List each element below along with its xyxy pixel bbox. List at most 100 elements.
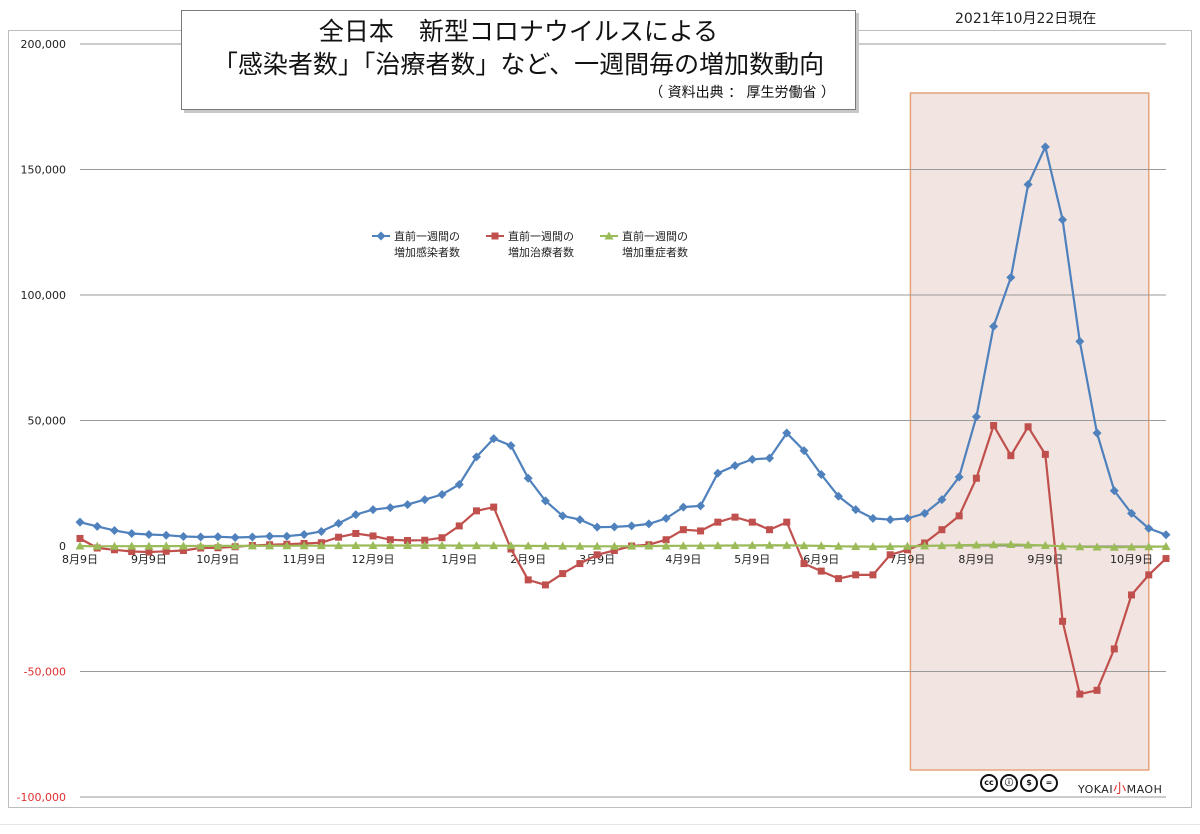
data-point: [247, 532, 257, 542]
data-point: [886, 551, 894, 559]
data-point: [282, 531, 292, 541]
data-point: [1145, 571, 1153, 579]
data-point: [455, 522, 463, 530]
data-point: [1023, 180, 1033, 190]
nc-icon: $: [1020, 774, 1038, 792]
data-point: [369, 532, 377, 540]
data-point: [316, 541, 326, 550]
data-point: [852, 571, 860, 579]
bottom-divider: [0, 824, 1200, 825]
data-point: [954, 472, 964, 482]
data-point: [954, 540, 964, 549]
series-line: [79, 543, 1167, 549]
chart-source-note: （ 資料出典 ： 厚生労働省 ）: [649, 85, 835, 101]
data-point: [885, 542, 895, 551]
data-point: [731, 513, 739, 521]
data-point: [903, 546, 911, 554]
data-point: [247, 541, 257, 550]
data-point: [1109, 486, 1119, 496]
nd-icon: =: [1040, 774, 1058, 792]
data-point: [489, 434, 499, 444]
data-point: [506, 441, 516, 451]
data-point: [593, 551, 601, 559]
x-tick-label: 3月9日: [579, 553, 615, 566]
data-point: [352, 529, 360, 537]
data-point: [438, 534, 446, 542]
legend-label-line2: 増加重症者数: [622, 245, 688, 259]
data-point: [144, 541, 154, 550]
data-point: [471, 452, 481, 462]
data-point: [178, 541, 188, 550]
data-point: [178, 531, 188, 541]
data-point: [558, 511, 568, 521]
data-point: [420, 495, 430, 505]
data-point: [162, 547, 170, 555]
data-point: [730, 461, 740, 471]
data-point: [1110, 645, 1118, 653]
data-point: [1040, 540, 1050, 549]
data-point: [678, 541, 688, 550]
data-point: [833, 491, 843, 501]
data-point: [335, 533, 343, 541]
data-point: [1076, 690, 1084, 698]
chart-title-box: 全日本 新型コロナウイルスによる 「感染者数」「治療者数」など、一週間毎の増加数…: [181, 10, 856, 110]
data-point: [75, 517, 85, 527]
data-point: [816, 541, 826, 550]
data-point: [696, 541, 706, 550]
data-point: [420, 541, 430, 550]
legend-label-line2: 増加治療者数: [508, 245, 574, 259]
data-point: [213, 541, 223, 550]
data-point: [351, 541, 361, 550]
by-icon: ⓘ: [1000, 774, 1018, 792]
data-point: [575, 515, 585, 525]
data-point: [386, 536, 394, 544]
data-point: [610, 547, 618, 555]
data-point: [920, 508, 930, 518]
legend-label-line1: 直前一週間の: [508, 229, 574, 243]
data-point: [868, 513, 878, 523]
data-point: [834, 575, 842, 583]
data-point: [1093, 686, 1101, 694]
data-point: [491, 232, 499, 240]
x-tick-label: 10月9日: [1110, 553, 1153, 566]
data-point: [592, 522, 602, 532]
data-point: [1040, 142, 1050, 152]
data-point: [747, 540, 757, 549]
data-point: [334, 518, 344, 528]
data-point: [938, 526, 946, 534]
data-point: [540, 541, 550, 550]
y-axis-tick-labels: 200,000 150,000 100,000 50,000 0 -50,000 -100,…: [17, 38, 66, 804]
data-point: [989, 540, 999, 549]
data-point: [644, 541, 654, 550]
data-point: [783, 518, 791, 526]
x-tick-label: 8月9日: [62, 553, 98, 566]
x-tick-label: 4月9日: [665, 553, 701, 566]
data-point: [196, 532, 206, 542]
data-point: [799, 541, 809, 550]
series-1: [75, 142, 1171, 542]
data-point: [782, 540, 792, 549]
data-point: [1144, 542, 1154, 551]
data-point: [1007, 452, 1015, 460]
data-point: [230, 532, 240, 542]
x-tick-label: 12月9日: [352, 553, 395, 566]
data-point: [662, 536, 670, 544]
y-tick-label: 50,000: [28, 415, 67, 428]
x-tick-label: 6月9日: [803, 553, 839, 566]
data-point: [833, 541, 843, 550]
x-tick-label: 10月9日: [196, 553, 239, 566]
data-point: [730, 540, 740, 549]
data-point: [75, 541, 85, 550]
data-point: [403, 500, 413, 510]
data-point: [604, 231, 614, 240]
y-tick-label: 100,000: [21, 289, 67, 302]
data-point: [265, 541, 275, 550]
data-point: [609, 522, 619, 532]
data-point: [678, 502, 688, 512]
series-3: [75, 539, 1171, 551]
chart-title-line1: 全日本 新型コロナウイルスによる: [318, 17, 719, 46]
series-line: [79, 143, 1167, 539]
data-point: [1075, 336, 1085, 346]
